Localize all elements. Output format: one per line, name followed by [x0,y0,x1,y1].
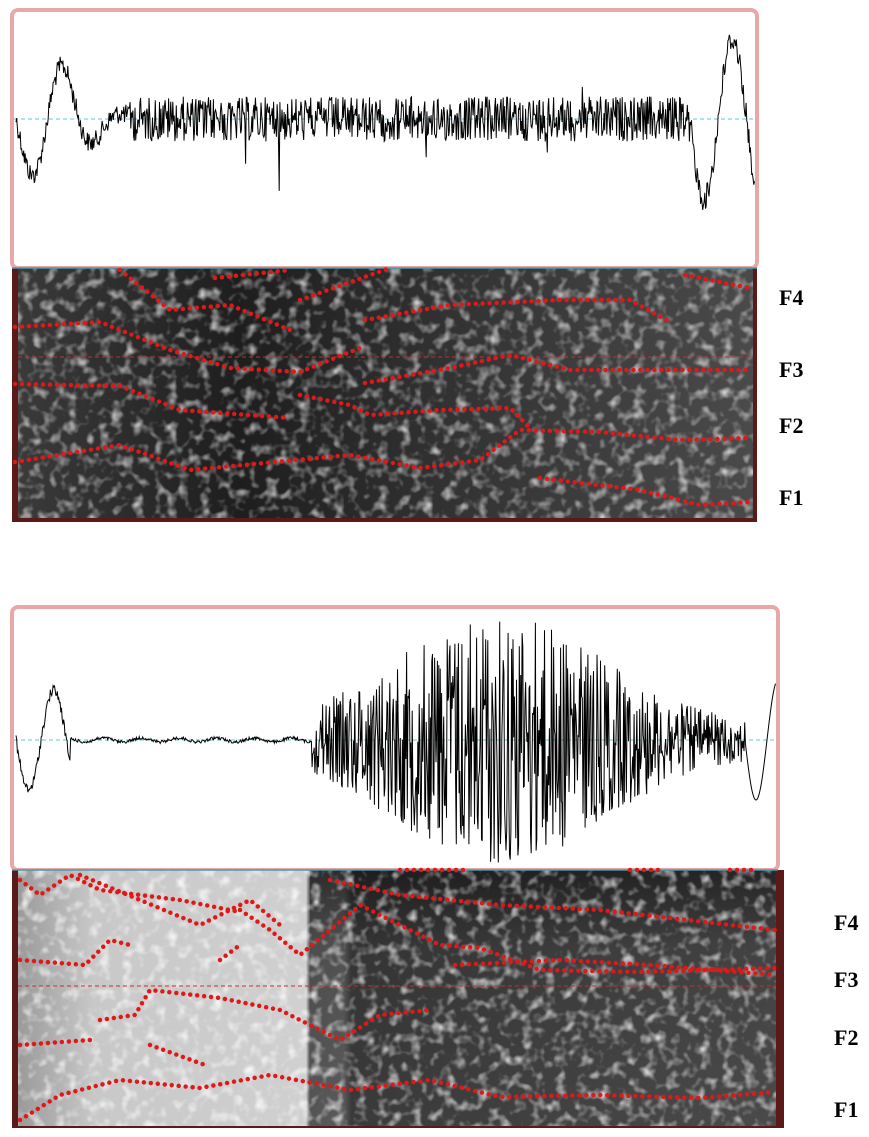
formant-label: F1 [779,485,803,510]
formant-track [237,902,778,975]
formant-label: F3 [834,967,858,992]
formant-track [12,319,363,375]
formant-track [12,427,753,473]
formant-track [97,987,433,1043]
panel-2: F4 F3 F2 F1 [10,605,858,1128]
formant-track [682,272,753,291]
formant-label: F4 [834,910,858,935]
waveform [15,34,755,210]
formant-track [12,381,293,421]
panel-1: F4 F3 F2 F1 [10,8,803,522]
formant-track [17,872,243,915]
formant-track [452,957,778,978]
formant-track [362,352,753,386]
formant-label: F4 [779,285,803,310]
formant-label: F2 [779,413,803,438]
spectrogram-noise [18,870,776,1126]
formant-track [77,872,283,928]
formant-track [17,1037,93,1048]
formant-track [17,937,133,968]
formant-track [17,1072,778,1123]
formant-track [212,267,293,281]
formant-track [217,942,243,963]
waveform-frame [10,605,780,872]
formant-label: F3 [779,357,803,382]
formant-track [297,392,533,431]
waveform [15,621,776,863]
formant-label: F2 [834,1025,858,1050]
formant-label: F1 [834,1097,858,1122]
formant-track [147,1042,208,1068]
formant-track [297,265,393,303]
formant-track [327,877,778,933]
formant-tracks [12,265,753,508]
formant-track [537,475,753,508]
formant-tracks [17,867,778,1123]
formant-track [362,297,673,325]
